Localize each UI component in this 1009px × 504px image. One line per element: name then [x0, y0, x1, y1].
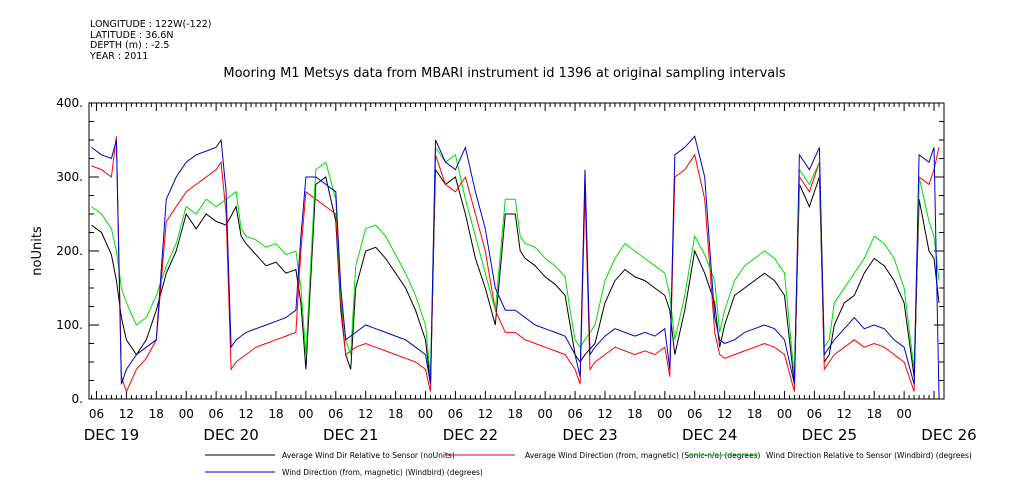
- x-hour-label: 12: [717, 407, 732, 421]
- x-day-label: DEC 19: [84, 426, 139, 444]
- x-hour-label: 00: [179, 407, 194, 421]
- legend-label-1: Average Wind Dir Relative to Sensor (noU…: [282, 451, 455, 460]
- x-day-label: DEC 21: [323, 426, 378, 444]
- legend-label-2: Average Wind Direction (from, magnetic) …: [525, 451, 761, 460]
- x-hour-label: 06: [807, 407, 822, 421]
- x-hour-label: 06: [208, 407, 223, 421]
- x-day-label: DEC 23: [562, 426, 617, 444]
- x-hour-label: 18: [268, 407, 283, 421]
- metadata-block: LONGITUDE : 122W(-122) LATITUDE : 36.6N DE…: [90, 19, 212, 62]
- x-hour-label: 00: [538, 407, 553, 421]
- x-day-label: DEC 20: [203, 426, 258, 444]
- x-day-label: DEC 26: [921, 426, 976, 444]
- y-tick-label: 200.: [56, 244, 83, 258]
- chart-title: Mooring M1 Metsys data from MBARI instru…: [223, 66, 786, 81]
- latitude-label: LATITUDE : 36.6N: [90, 29, 174, 41]
- series-line-1: [91, 168, 940, 385]
- x-hour-label: 06: [328, 407, 343, 421]
- depth-label: DEPTH (m) : -2.5: [90, 40, 170, 52]
- legend-label-3: Wind Direction Relative to Sensor (Windb…: [766, 451, 972, 460]
- x-day-label: DEC 24: [682, 426, 737, 444]
- x-hour-label: 18: [388, 407, 403, 421]
- x-hour-label: 18: [149, 407, 164, 421]
- x-hour-label: 06: [567, 407, 582, 421]
- y-axis-label: noUnits: [30, 226, 45, 276]
- x-hour-label: 12: [238, 407, 253, 421]
- x-hour-label: 12: [119, 407, 134, 421]
- legend-label-4: Wind Direction (from, magnetic) (Windbir…: [282, 468, 483, 477]
- plot-frame: [88, 102, 945, 400]
- x-hour-label: 12: [597, 407, 612, 421]
- y-tick-label: 300.: [56, 170, 83, 184]
- y-tick-label: 100.: [56, 318, 83, 332]
- x-hour-label: 00: [657, 407, 672, 421]
- x-hour-label: 12: [837, 407, 852, 421]
- x-hour-label: 18: [867, 407, 882, 421]
- year-label: YEAR : 2011: [90, 50, 149, 62]
- x-hour-label: 18: [627, 407, 642, 421]
- series-line-3: [91, 145, 940, 377]
- y-tick-label: 400.: [56, 96, 83, 110]
- x-hour-label: 06: [687, 407, 702, 421]
- x-hour-label: 18: [508, 407, 523, 421]
- x-hour-label: 12: [478, 407, 493, 421]
- x-day-label: DEC 22: [443, 426, 498, 444]
- x-hour-label: 00: [777, 407, 792, 421]
- x-hour-label: 00: [896, 407, 911, 421]
- x-hour-label: 18: [747, 407, 762, 421]
- x-day-label: DEC 25: [802, 426, 857, 444]
- x-hour-label: 06: [448, 407, 463, 421]
- x-hour-label: 00: [418, 407, 433, 421]
- x-hour-label: 06: [89, 407, 104, 421]
- series-line-4: [91, 135, 940, 396]
- x-hour-label: 00: [298, 407, 313, 421]
- longitude-label: LONGITUDE : 122W(-122): [90, 19, 212, 30]
- series-line-2: [91, 136, 940, 393]
- x-hour-label: 12: [358, 407, 373, 421]
- y-tick-label: 0.: [72, 392, 83, 406]
